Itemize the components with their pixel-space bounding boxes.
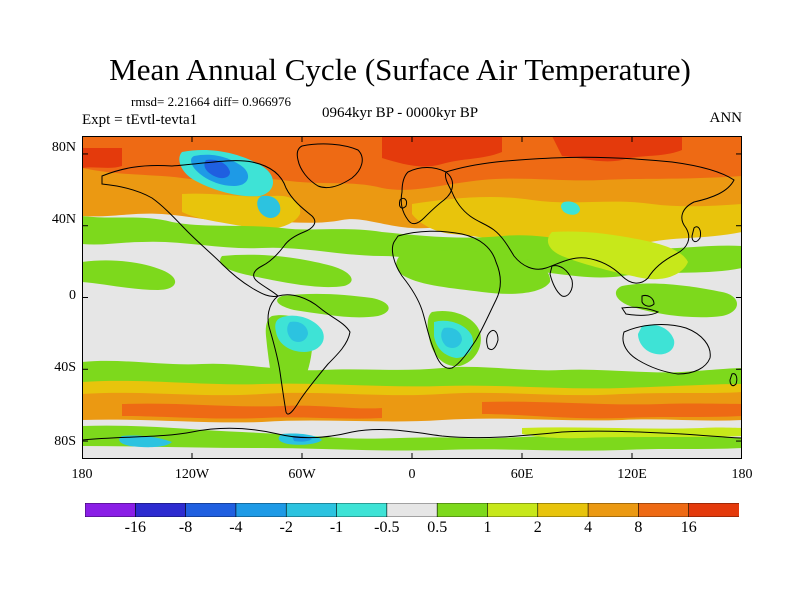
southern-africa-blue	[441, 327, 462, 348]
colorbar-swatch	[587, 503, 639, 517]
lon-label-180w: 180	[71, 467, 93, 482]
sahara-cyan-spot	[561, 201, 580, 215]
lat-label-80n: 80N	[51, 140, 76, 155]
lat-label-40n: 40N	[51, 212, 76, 227]
arctic-red-core	[382, 136, 502, 167]
colorbar-label: 4	[584, 519, 593, 536]
amazon-blue	[287, 321, 308, 342]
experiment-label: Expt = tEvtl-tevta1	[82, 112, 198, 128]
colorbar-swatch	[386, 503, 438, 517]
period-label: 0964kyr BP - 0000kyr BP	[321, 105, 479, 121]
colorbar-label: -2	[279, 519, 293, 536]
ross-cyan	[119, 435, 172, 448]
alaska-red	[82, 148, 122, 168]
stats-text: rmsd= 2.21664 diff= 0.966976	[131, 94, 291, 109]
colorbar-label: -4	[229, 519, 243, 536]
colorbar-swatch	[235, 503, 287, 517]
colorbar-label: 0.5	[427, 519, 448, 536]
season-label: ANN	[709, 110, 743, 126]
eurasia-gold	[412, 197, 742, 247]
lon-label-0: 0	[408, 467, 416, 482]
nh-green-belt	[82, 216, 742, 278]
colorbar-label: -8	[178, 519, 193, 536]
colorbar-label: -0.5	[374, 519, 400, 536]
lon-label-180e: 180	[731, 467, 753, 482]
figure-title: Mean Annual Cycle (Surface Air Temperatu…	[109, 52, 691, 87]
canada-darkblue	[204, 159, 230, 179]
colorbar-label: 2	[533, 519, 542, 536]
so-darkorange-band	[122, 403, 382, 419]
colorbar-swatch	[85, 503, 136, 517]
pacific-green-tongue	[82, 260, 176, 290]
coastlines	[82, 143, 742, 441]
colorbar-label: -16	[124, 519, 146, 536]
antarctic-yellowgreen	[522, 427, 742, 439]
colorbar-label: 8	[634, 519, 643, 536]
colorbar-swatch	[688, 503, 739, 517]
hudson-cyan	[257, 195, 281, 218]
axis-ticks	[82, 136, 742, 459]
colorbar-swatch	[135, 503, 187, 517]
colorbar	[85, 503, 739, 517]
lat-label-40s: 40S	[54, 360, 76, 375]
australia-cyan	[638, 324, 675, 355]
antarctic-green	[82, 425, 742, 451]
lon-label-120e: 120E	[617, 467, 647, 482]
colorbar-label: 1	[483, 519, 492, 536]
colorbar-swatch	[185, 503, 237, 517]
equatorial-green	[277, 293, 389, 318]
colorbar-label: -1	[329, 519, 344, 536]
atlantic-green-tongue	[220, 254, 352, 288]
lon-label-60e: 60E	[510, 467, 534, 482]
colorbar-swatch	[285, 503, 338, 517]
sahara-green	[396, 250, 551, 294]
siberia-red-core	[552, 136, 682, 162]
lon-label-120w: 120W	[174, 467, 210, 482]
colorbar-swatch	[537, 503, 589, 517]
lon-label-60w: 60W	[288, 467, 316, 482]
colorbar-label: 16	[680, 519, 697, 536]
lat-label-0: 0	[69, 288, 76, 303]
lat-label-80s: 80S	[54, 434, 76, 449]
temperature-map	[82, 136, 742, 459]
colorbar-swatch	[638, 503, 690, 517]
east-asia-yellowgreen	[547, 231, 688, 280]
colorbar-swatch	[487, 503, 539, 517]
so-darkorange-band-2	[482, 401, 742, 419]
colorbar-swatch	[436, 503, 489, 517]
colorbar-swatch	[336, 503, 388, 517]
